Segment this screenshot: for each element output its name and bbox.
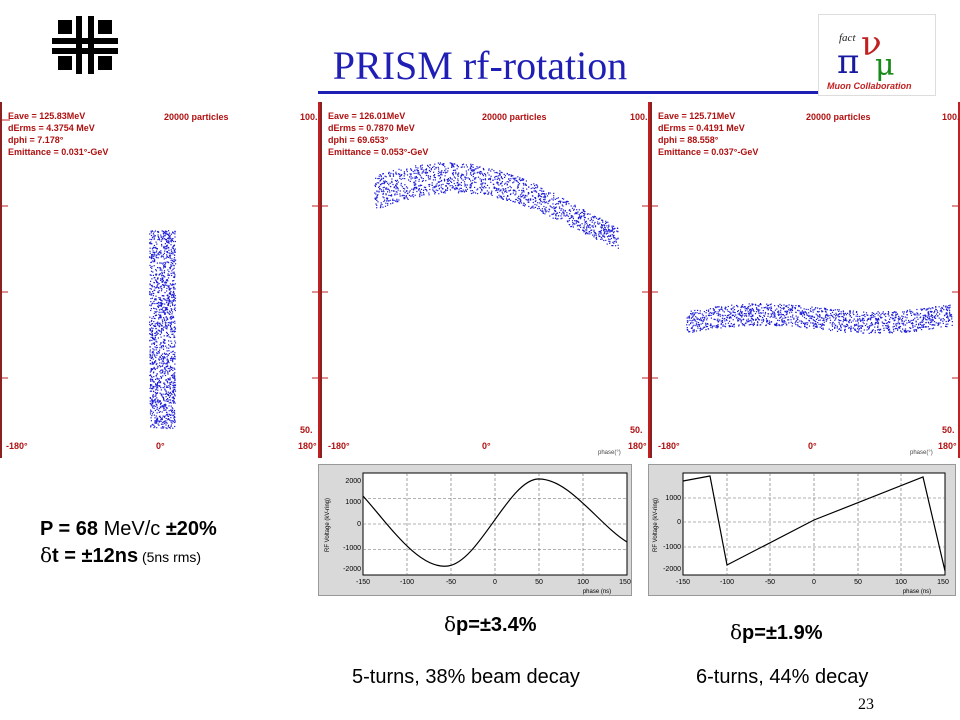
y-min-label-1: 50. — [300, 425, 313, 435]
x-max-label-1: 180° — [298, 441, 317, 451]
x-min-label-1: -180° — [6, 441, 28, 451]
particle-count-1: 20000 particles — [164, 112, 229, 122]
momentum-spread-result-1: δp=±3.4% — [444, 612, 537, 636]
svg-text:0: 0 — [812, 579, 816, 586]
phase-space-panel-2: Eave = 126.01MeV dErms = 0.7870 MeV dphi… — [320, 102, 650, 458]
svg-text:0: 0 — [357, 521, 361, 528]
particle-count-2: 20000 particles — [482, 112, 547, 122]
time-spread-line: δt = ±12ns (5ns rms) — [40, 543, 202, 567]
y-min-label-2: 50. — [630, 425, 643, 435]
slide-title: PRISM rf-rotation — [332, 43, 628, 88]
svg-text:1000: 1000 — [345, 499, 361, 506]
y-max-label-2: 100. — [630, 112, 648, 122]
svg-text:RF Voltage (kV-ring): RF Voltage (kV-ring) — [325, 498, 331, 552]
particle-distribution-2 — [374, 162, 619, 249]
y-max-label-1: 100. — [300, 112, 318, 122]
svg-text:0: 0 — [493, 579, 497, 586]
y-max-label-3: 100. — [942, 112, 960, 122]
result-note-1: 5-turns, 38% beam decay — [352, 666, 580, 688]
x-max-label-3: 180° — [938, 441, 957, 451]
svg-text:-100: -100 — [400, 579, 414, 586]
particle-distribution-3 — [686, 303, 953, 334]
svg-text:-150: -150 — [676, 579, 690, 586]
svg-text:-50: -50 — [446, 579, 456, 586]
beam-stats-1: Eave = 125.83MeV dErms = 4.3754 MeV dphi… — [8, 111, 109, 157]
phase-space-plot-1 — [2, 119, 318, 430]
svg-text:-150: -150 — [356, 579, 370, 586]
nufact-muon-collaboration-logo: fact π ν μ Muon Collaboration — [818, 14, 936, 96]
x-mid-label-3: 0° — [808, 441, 817, 451]
fermilab-logo — [52, 16, 118, 74]
svg-text:π: π — [837, 42, 859, 82]
x-axis-label-2: phase(°) — [598, 450, 621, 456]
result-note-2: 6-turns, 44% decay — [696, 666, 869, 688]
svg-text:phase (ns): phase (ns) — [583, 589, 611, 595]
particle-distribution-1 — [149, 230, 177, 430]
rf-voltage-plot-2: 1000 0 -1000 -2000 -150 -100 -50 0 50 10… — [648, 464, 956, 596]
rf-voltage-plot-1: 2000 1000 0 -1000 -2000 -150 -100 -50 0 … — [318, 464, 632, 596]
beam-parameters: P = 68 MeV/c ±20% δt = ±12ns (5ns rms) — [40, 516, 217, 570]
svg-text:1000: 1000 — [665, 495, 681, 502]
svg-text:μ: μ — [875, 48, 895, 83]
svg-text:150: 150 — [937, 579, 949, 586]
x-min-label-3: -180° — [658, 441, 680, 451]
svg-text:0: 0 — [677, 519, 681, 526]
svg-text:phase (ns): phase (ns) — [903, 589, 931, 595]
svg-text:50: 50 — [854, 579, 862, 586]
title-underline — [318, 91, 818, 94]
svg-text:-2000: -2000 — [663, 566, 681, 573]
particle-count-3: 20000 particles — [806, 112, 871, 122]
svg-text:150: 150 — [619, 579, 631, 586]
svg-text:fact: fact — [839, 32, 856, 44]
svg-text:-100: -100 — [720, 579, 734, 586]
beam-stats-3: Eave = 125.71MeV dErms = 0.4191 MeV dphi… — [658, 111, 759, 157]
svg-text:50: 50 — [535, 579, 543, 586]
rf-sine-curve — [362, 478, 628, 567]
svg-text:100: 100 — [895, 579, 907, 586]
x-axis-label-3: phase(°) — [910, 450, 933, 456]
beam-stats-2: Eave = 126.01MeV dErms = 0.7870 MeV dphi… — [328, 111, 429, 157]
svg-text:RF Voltage (kV-ring): RF Voltage (kV-ring) — [653, 498, 659, 552]
svg-text:-2000: -2000 — [343, 566, 361, 573]
svg-text:ν: ν — [861, 24, 882, 64]
x-min-label-2: -180° — [328, 441, 350, 451]
page-number: 23 — [858, 696, 874, 713]
svg-text:100: 100 — [577, 579, 589, 586]
x-mid-label-1: 0° — [156, 441, 165, 451]
svg-text:-50: -50 — [765, 579, 775, 586]
momentum-line: P = 68 MeV/c ±20% — [40, 518, 217, 540]
logo-text: Muon Collaboration — [827, 81, 912, 91]
svg-text:2000: 2000 — [345, 478, 361, 485]
rf-sawtooth-curve — [682, 475, 946, 572]
x-mid-label-2: 0° — [482, 441, 491, 451]
y-min-label-3: 50. — [942, 425, 955, 435]
x-max-label-2: 180° — [628, 441, 647, 451]
phase-space-plot-3 — [652, 205, 958, 379]
phase-space-panel-3: Eave = 125.71MeV dErms = 0.4191 MeV dphi… — [650, 102, 960, 458]
momentum-spread-result-2: δp=±1.9% — [730, 620, 823, 644]
svg-text:-1000: -1000 — [663, 544, 681, 551]
delta-symbol: δ — [40, 543, 53, 567]
phase-space-panel-1: Eave = 125.83MeV dErms = 4.3754 MeV dphi… — [0, 102, 320, 458]
phase-space-plot-2 — [322, 162, 648, 379]
svg-text:-1000: -1000 — [343, 545, 361, 552]
